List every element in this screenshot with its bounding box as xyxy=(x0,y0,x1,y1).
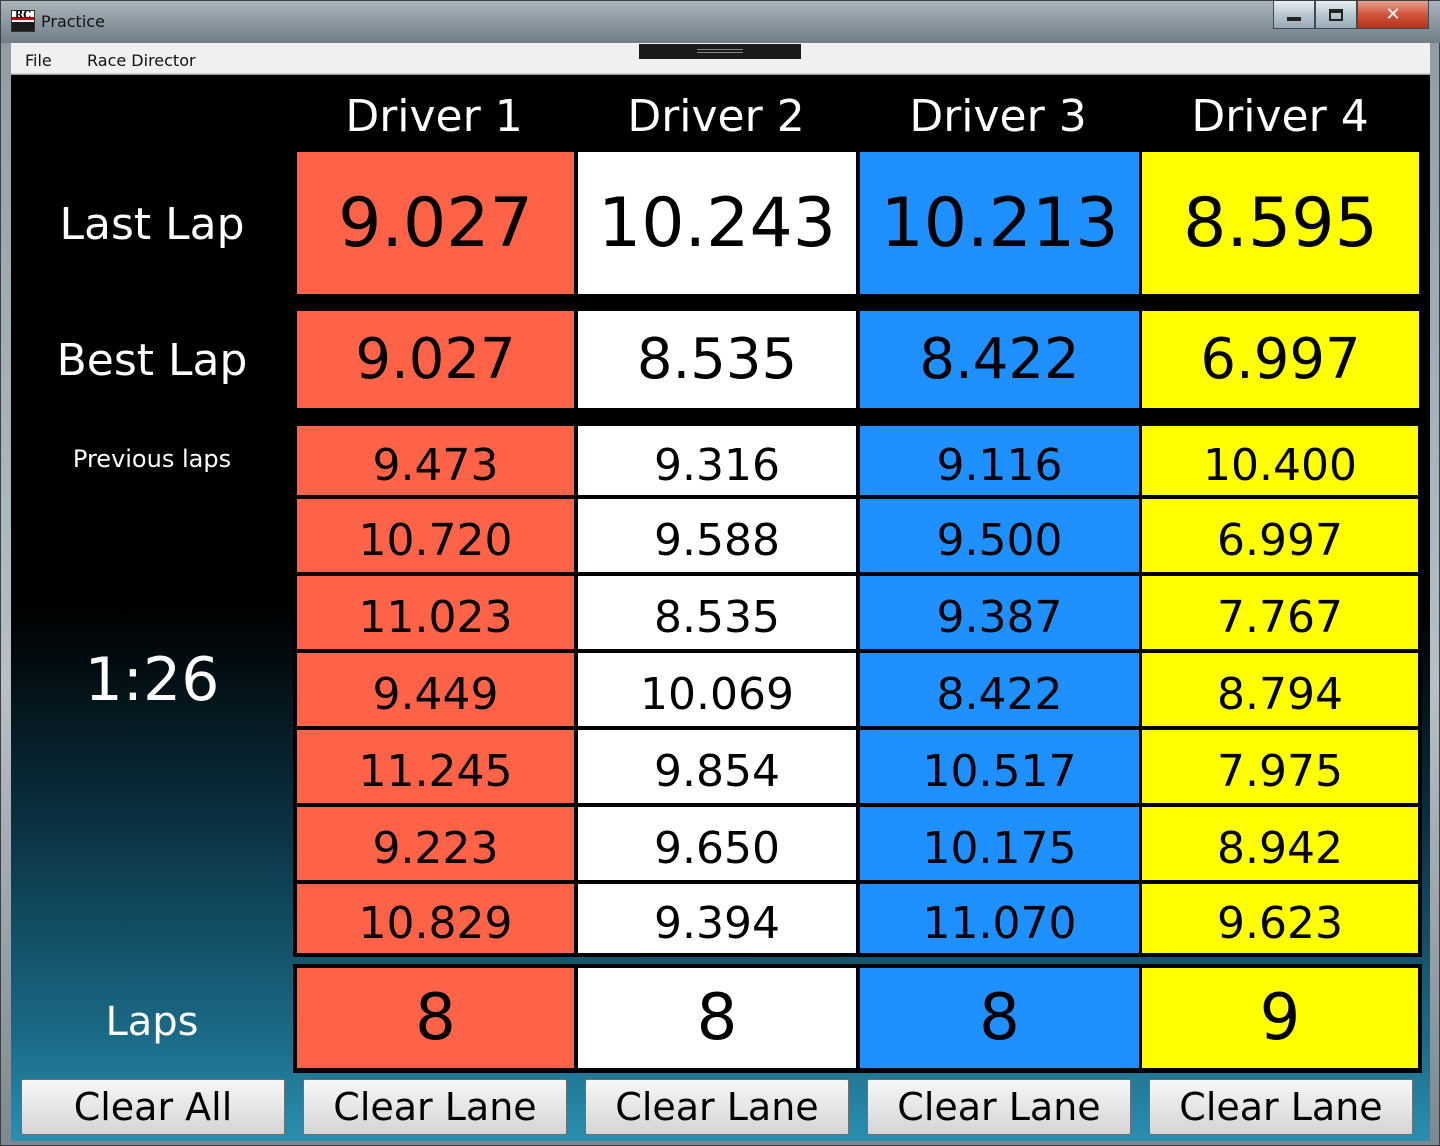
clear-lane-3-button[interactable]: Clear Lane xyxy=(867,1079,1131,1135)
clear-lane-4-button[interactable]: Clear Lane xyxy=(1149,1079,1413,1135)
window-title: Practice xyxy=(41,12,105,31)
lap-board: Driver 1 Driver 2 Driver 3 Driver 4 Last… xyxy=(11,75,1430,1141)
minimize-icon xyxy=(1287,16,1301,21)
app-logo-icon: RC xyxy=(11,10,35,32)
previous-lap-cell: 10.400 xyxy=(1142,426,1418,495)
previous-lap-cell: 9.854 xyxy=(578,730,856,803)
previous-lap-cell: 11.023 xyxy=(297,576,574,649)
drag-grip[interactable] xyxy=(639,44,801,59)
previous-lap-cell: 7.975 xyxy=(1142,730,1418,803)
previous-lap-cell: 8.794 xyxy=(1142,653,1418,726)
previous-lap-cell: 10.829 xyxy=(297,884,574,953)
last-lap-cell: 8.595 xyxy=(1142,152,1419,294)
close-button[interactable]: ✕ xyxy=(1357,1,1429,29)
previous-lap-cell: 9.223 xyxy=(297,807,574,880)
last-lap-label: Last Lap xyxy=(59,199,245,250)
previous-lap-cell: 9.623 xyxy=(1142,884,1418,953)
last-lap-cell: 10.243 xyxy=(578,152,856,294)
previous-lap-cell: 7.767 xyxy=(1142,576,1418,649)
previous-lap-cell: 9.473 xyxy=(297,426,574,495)
menu-race-director[interactable]: Race Director xyxy=(87,51,196,70)
window-controls: ✕ xyxy=(1273,1,1429,29)
menu-file[interactable]: File xyxy=(25,51,52,70)
best-lap-label: Best Lap xyxy=(56,335,248,386)
previous-lap-cell: 9.116 xyxy=(860,426,1139,495)
clear-lane-1-button[interactable]: Clear Lane xyxy=(303,1079,567,1135)
previous-lap-cell: 10.175 xyxy=(860,807,1139,880)
best-lap-cell: 6.997 xyxy=(1142,311,1419,408)
maximize-button[interactable] xyxy=(1315,1,1357,29)
race-timer: 1:26 xyxy=(84,645,220,715)
title-bar[interactable]: RC Practice ✕ xyxy=(1,1,1440,43)
previous-lap-cell: 9.588 xyxy=(578,499,856,572)
previous-lap-cell: 9.650 xyxy=(578,807,856,880)
close-icon: ✕ xyxy=(1385,4,1401,25)
clear-lane-2-button[interactable]: Clear Lane xyxy=(585,1079,849,1135)
laps-grid: 8 8 8 9 xyxy=(293,964,1422,1073)
previous-lap-cell: 11.245 xyxy=(297,730,574,803)
grip-icon xyxy=(697,49,743,53)
laps-label: Laps xyxy=(105,999,199,1045)
driver-header-2: Driver 2 xyxy=(627,91,805,142)
previous-lap-cell: 9.387 xyxy=(860,576,1139,649)
driver-header-3: Driver 3 xyxy=(909,91,1087,142)
previous-lap-cell: 8.422 xyxy=(860,653,1139,726)
previous-laps-label: Previous laps xyxy=(72,445,232,473)
previous-lap-cell: 9.316 xyxy=(578,426,856,495)
previous-lap-cell: 8.942 xyxy=(1142,807,1418,880)
previous-lap-cell: 9.449 xyxy=(297,653,574,726)
laps-count-cell: 9 xyxy=(1142,968,1418,1068)
best-lap-cell: 8.422 xyxy=(860,311,1139,408)
previous-lap-cell: 9.500 xyxy=(860,499,1139,572)
driver-header-1: Driver 1 xyxy=(345,91,523,142)
previous-lap-cell: 9.394 xyxy=(578,884,856,953)
previous-lap-cell: 10.069 xyxy=(578,653,856,726)
previous-lap-cell: 10.720 xyxy=(297,499,574,572)
last-lap-cell: 10.213 xyxy=(860,152,1139,294)
previous-lap-cell: 8.535 xyxy=(578,576,856,649)
best-lap-cell: 8.535 xyxy=(578,311,856,408)
laps-count-cell: 8 xyxy=(860,968,1139,1068)
laps-count-cell: 8 xyxy=(578,968,856,1068)
minimize-button[interactable] xyxy=(1273,1,1315,29)
driver-header-4: Driver 4 xyxy=(1191,91,1369,142)
previous-lap-cell: 6.997 xyxy=(1142,499,1418,572)
previous-lap-cell: 11.070 xyxy=(860,884,1139,953)
previous-lap-cell: 10.517 xyxy=(860,730,1139,803)
last-lap-cell: 9.027 xyxy=(297,152,574,294)
previous-laps-grid: 9.473 10.720 11.023 9.449 11.245 9.223 10.829 9… xyxy=(293,422,1422,957)
best-lap-cell: 9.027 xyxy=(297,311,574,408)
clear-all-button[interactable]: Clear All xyxy=(21,1079,285,1135)
maximize-icon xyxy=(1329,8,1343,21)
laps-count-cell: 8 xyxy=(297,968,574,1068)
